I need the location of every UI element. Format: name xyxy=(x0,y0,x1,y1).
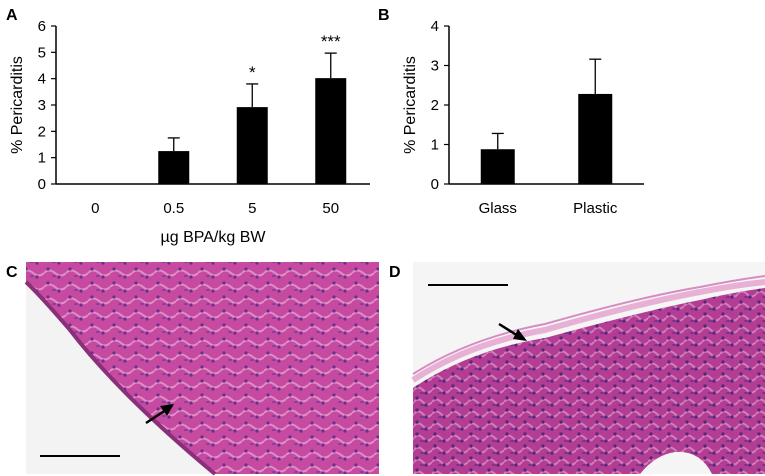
chart-b-x-tick-label: Plastic xyxy=(573,200,618,217)
chart-b-y-tick-label: 4 xyxy=(431,18,439,35)
panel-letter-b: B xyxy=(378,7,390,24)
chart-a: % Pericarditis µg BPA/kg BW 0 1 2 3 4 5 6 0 0.5 *… xyxy=(9,18,370,246)
chart-a-x-tick-label: 0 xyxy=(91,200,99,217)
chart-a-x-tick-label: 0.5 xyxy=(163,200,184,217)
chart-a-x-tick-label: 50 xyxy=(322,200,339,217)
chart-a-bar xyxy=(236,107,268,184)
chart-b-bar xyxy=(480,149,515,184)
chart-b-y-tick-label: 2 xyxy=(431,97,439,114)
chart-b: % Pericarditis 0 1 2 3 4 Glass Plastic xyxy=(402,18,644,217)
panel-letter-d: D xyxy=(389,264,401,281)
chart-a-significance-label: * xyxy=(249,63,256,82)
panel-letter-c: C xyxy=(6,264,18,281)
micrograph-d xyxy=(411,262,765,474)
chart-a-significance-label: *** xyxy=(321,32,341,51)
chart-a-y-tick-label: 3 xyxy=(38,97,46,114)
chart-a-bar xyxy=(315,78,347,184)
arrow-icon xyxy=(145,404,174,425)
chart-a-y-tick-label: 5 xyxy=(38,44,46,61)
chart-a-y-tick-label: 1 xyxy=(38,150,46,167)
chart-b-bar xyxy=(578,93,613,184)
micrograph-c xyxy=(24,262,379,476)
chart-a-y-tick-label: 0 xyxy=(38,176,46,193)
chart-a-y-axis-label: % Pericarditis xyxy=(9,56,26,154)
chart-a-y-tick-label: 6 xyxy=(38,18,46,35)
chart-b-y-tick-label: 0 xyxy=(431,176,439,193)
chart-b-y-axis-label: % Pericarditis xyxy=(402,56,419,154)
chart-a-y-tick-label: 2 xyxy=(38,123,46,140)
chart-a-x-tick-label: 5 xyxy=(248,200,256,217)
chart-a-x-axis-label: µg BPA/kg BW xyxy=(161,229,267,246)
chart-b-x-tick-label: Glass xyxy=(479,200,517,217)
arrow-icon xyxy=(498,322,527,341)
panel-letter-a: A xyxy=(6,7,18,24)
chart-a-y-tick-label: 4 xyxy=(38,71,46,88)
chart-b-y-tick-label: 3 xyxy=(431,58,439,75)
chart-b-y-tick-label: 1 xyxy=(431,137,439,154)
chart-a-bar xyxy=(158,151,190,184)
